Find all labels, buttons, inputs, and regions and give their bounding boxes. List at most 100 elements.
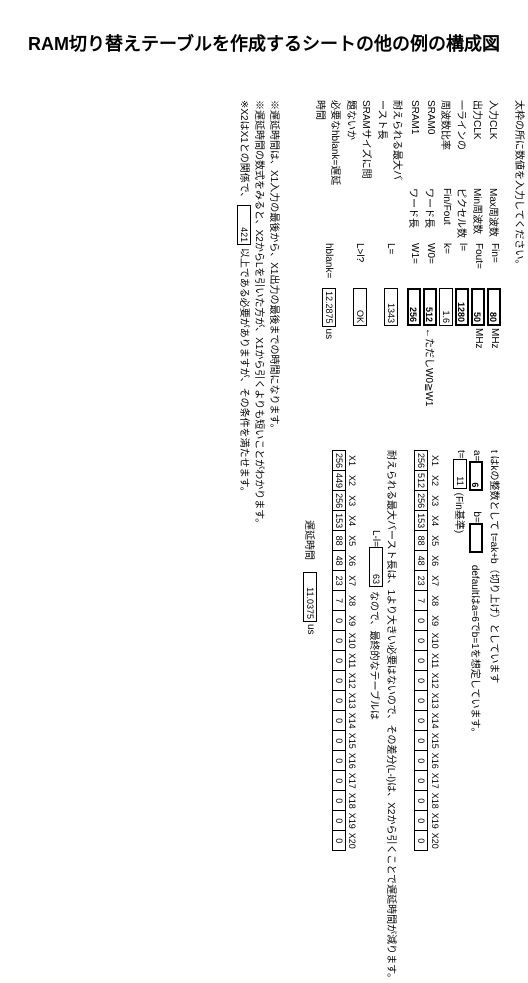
sequence-table-1: X1X2X3X4X5X6X7X8X9X10X11X12X13X14X15X16X… <box>415 450 442 851</box>
param-symbol: L= <box>386 243 397 288</box>
seq-header: X7 <box>346 571 359 591</box>
param-value[interactable]: 80 <box>488 288 502 326</box>
seq-cell: 0 <box>415 751 428 771</box>
seq-header: X9 <box>346 611 359 631</box>
seq-header: X13 <box>428 691 441 711</box>
param-value[interactable]: 256 <box>408 288 422 326</box>
param-label-l: 出力CLK <box>471 100 486 188</box>
seq-header: X11 <box>428 651 441 671</box>
seq-header: X11 <box>346 651 359 671</box>
seq-header: X2 <box>428 471 441 491</box>
seq-cell: 0 <box>333 731 346 751</box>
seq-header: X16 <box>428 751 441 771</box>
seq-header: X4 <box>346 511 359 531</box>
param-row: 周波数比率Fin/Foutk=1.6 <box>439 100 454 406</box>
param-row: SRAMサイズに問題ないかL>l?OK <box>345 100 375 406</box>
param-row: 入力CLKMax周波数Fin=80MHz <box>487 100 502 406</box>
seq-header: X18 <box>346 791 359 811</box>
seq-cell: 0 <box>333 691 346 711</box>
t-label: t= <box>455 450 466 459</box>
seq-cell: 0 <box>333 651 346 671</box>
t-value: 11 <box>454 459 468 489</box>
param-unit: MHz <box>489 328 500 349</box>
seq-cell: 0 <box>415 831 428 851</box>
b-value[interactable] <box>470 523 484 553</box>
seq-header: X4 <box>428 511 441 531</box>
calc-formula-note: t はkの整数として t=ak+b（切り上げ）としています <box>488 450 503 983</box>
seq-header: X20 <box>346 831 359 851</box>
seq-cell: 0 <box>333 791 346 811</box>
seq-cell: 512 <box>415 471 428 491</box>
param-symbol: k= <box>441 243 452 288</box>
seq-cell: 0 <box>333 711 346 731</box>
param-label-m: Fin/Fout <box>441 188 452 243</box>
seq-cell: 0 <box>333 751 346 771</box>
param-value[interactable]: 512 <box>424 288 438 326</box>
param-value[interactable]: 1280 <box>456 288 470 326</box>
seq-header: X10 <box>346 631 359 651</box>
seq-header: X6 <box>428 551 441 571</box>
seq-cell: 449 <box>333 471 346 491</box>
seq-header: X19 <box>346 811 359 831</box>
seq-header: X18 <box>428 791 441 811</box>
seq-cell: 0 <box>333 611 346 631</box>
seq-cell: 88 <box>333 531 346 551</box>
param-symbol: Fout= <box>473 243 484 288</box>
param-symbol: l= <box>457 243 468 288</box>
seq-header: X13 <box>346 691 359 711</box>
seq-header: X14 <box>428 711 441 731</box>
page-title: RAM切り替えテーブルを作成するシートの他の例の構成図 <box>0 30 528 56</box>
burst-note-2: なので、最終的なテーブルは <box>369 591 384 720</box>
seq-cell: 88 <box>415 531 428 551</box>
ld-label: L-l= <box>371 530 382 547</box>
seq-header: X16 <box>346 751 359 771</box>
seq-cell: 0 <box>415 691 428 711</box>
delay-label: 遅延時間 <box>303 520 318 560</box>
delay-unit: us <box>305 624 316 635</box>
param-label-l: 耐えられる最大バースト長 <box>376 100 406 188</box>
seq-header: X5 <box>428 531 441 551</box>
param-row: 一ラインのピクセル数l=1280 <box>455 100 470 406</box>
seq-cell: 48 <box>333 551 346 571</box>
seq-header: X3 <box>346 491 359 511</box>
seq-cell: 0 <box>333 631 346 651</box>
default-note: defaultはa=6でb=1を想定しています。 <box>469 565 484 738</box>
a-value[interactable]: 6 <box>470 461 484 491</box>
seq-header: X15 <box>428 731 441 751</box>
seq-header: X1 <box>346 451 359 471</box>
param-unit: us <box>324 329 335 340</box>
param-value: 1.6 <box>440 288 454 326</box>
param-value[interactable]: 50 <box>472 288 486 326</box>
footnote-2: ※遅延時間の数式をみると、X2からLを引いた方が、X1から引くよりも短いことがわ… <box>253 100 268 528</box>
seq-header: X5 <box>346 531 359 551</box>
param-value: 12.2875 <box>322 288 336 327</box>
seq-header: X17 <box>428 771 441 791</box>
seq-header: X14 <box>346 711 359 731</box>
param-label-l: SRAM1 <box>409 100 420 188</box>
param-row: SRAM0ワード長W0=512←ただしW0≧W1 <box>423 100 438 406</box>
input-prompt: 太枠の所に数値を入力してください。 <box>513 100 528 269</box>
param-row: SRAM1ワード長W1=256 <box>407 100 422 406</box>
param-value: OK <box>353 288 367 326</box>
seq-cell: 0 <box>415 651 428 671</box>
seq-header: X8 <box>346 591 359 611</box>
param-unit: MHz <box>473 328 484 349</box>
seq-cell: 0 <box>333 671 346 691</box>
param-label-l: 入力CLK <box>487 100 502 188</box>
seq-cell: 0 <box>415 791 428 811</box>
ld-value: 63 <box>369 547 383 587</box>
seq-header: X12 <box>428 671 441 691</box>
seq-header: X20 <box>428 831 441 851</box>
seq-cell: 23 <box>415 571 428 591</box>
param-label-m: ワード長 <box>423 188 438 243</box>
footnotes: ※遅延時間は、X1入力の最後から、X1出力の最後までの時間になります。 ※遅延時… <box>237 100 283 528</box>
calc-block: t はkの整数として t=ak+b（切り上げ）としています a= 6 b= de… <box>302 450 503 983</box>
t-note: (Fin基準) <box>453 493 468 534</box>
seq-cell: 48 <box>415 551 428 571</box>
burst-note-1: 耐えられる最大バースト長は、1より大きい必要はないので、その差分(L-l)は、X… <box>386 450 401 983</box>
seq-header: X7 <box>428 571 441 591</box>
footnote-1: ※遅延時間は、X1入力の最後から、X1出力の最後までの時間になります。 <box>268 100 283 528</box>
param-label-l: 周波数比率 <box>439 100 454 188</box>
seq-cell: 23 <box>333 571 346 591</box>
param-label-l: SRAM0 <box>425 100 436 188</box>
